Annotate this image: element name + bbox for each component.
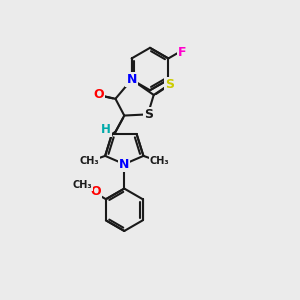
Text: CH₃: CH₃	[73, 180, 92, 190]
Text: H: H	[101, 123, 111, 136]
Text: CH₃: CH₃	[80, 156, 99, 166]
Text: N: N	[119, 158, 130, 171]
Text: O: O	[91, 185, 101, 198]
Text: CH₃: CH₃	[149, 156, 169, 166]
Text: S: S	[144, 108, 153, 121]
Text: S: S	[165, 77, 174, 91]
Text: F: F	[178, 46, 186, 59]
Text: O: O	[93, 88, 104, 101]
Text: N: N	[127, 73, 137, 86]
